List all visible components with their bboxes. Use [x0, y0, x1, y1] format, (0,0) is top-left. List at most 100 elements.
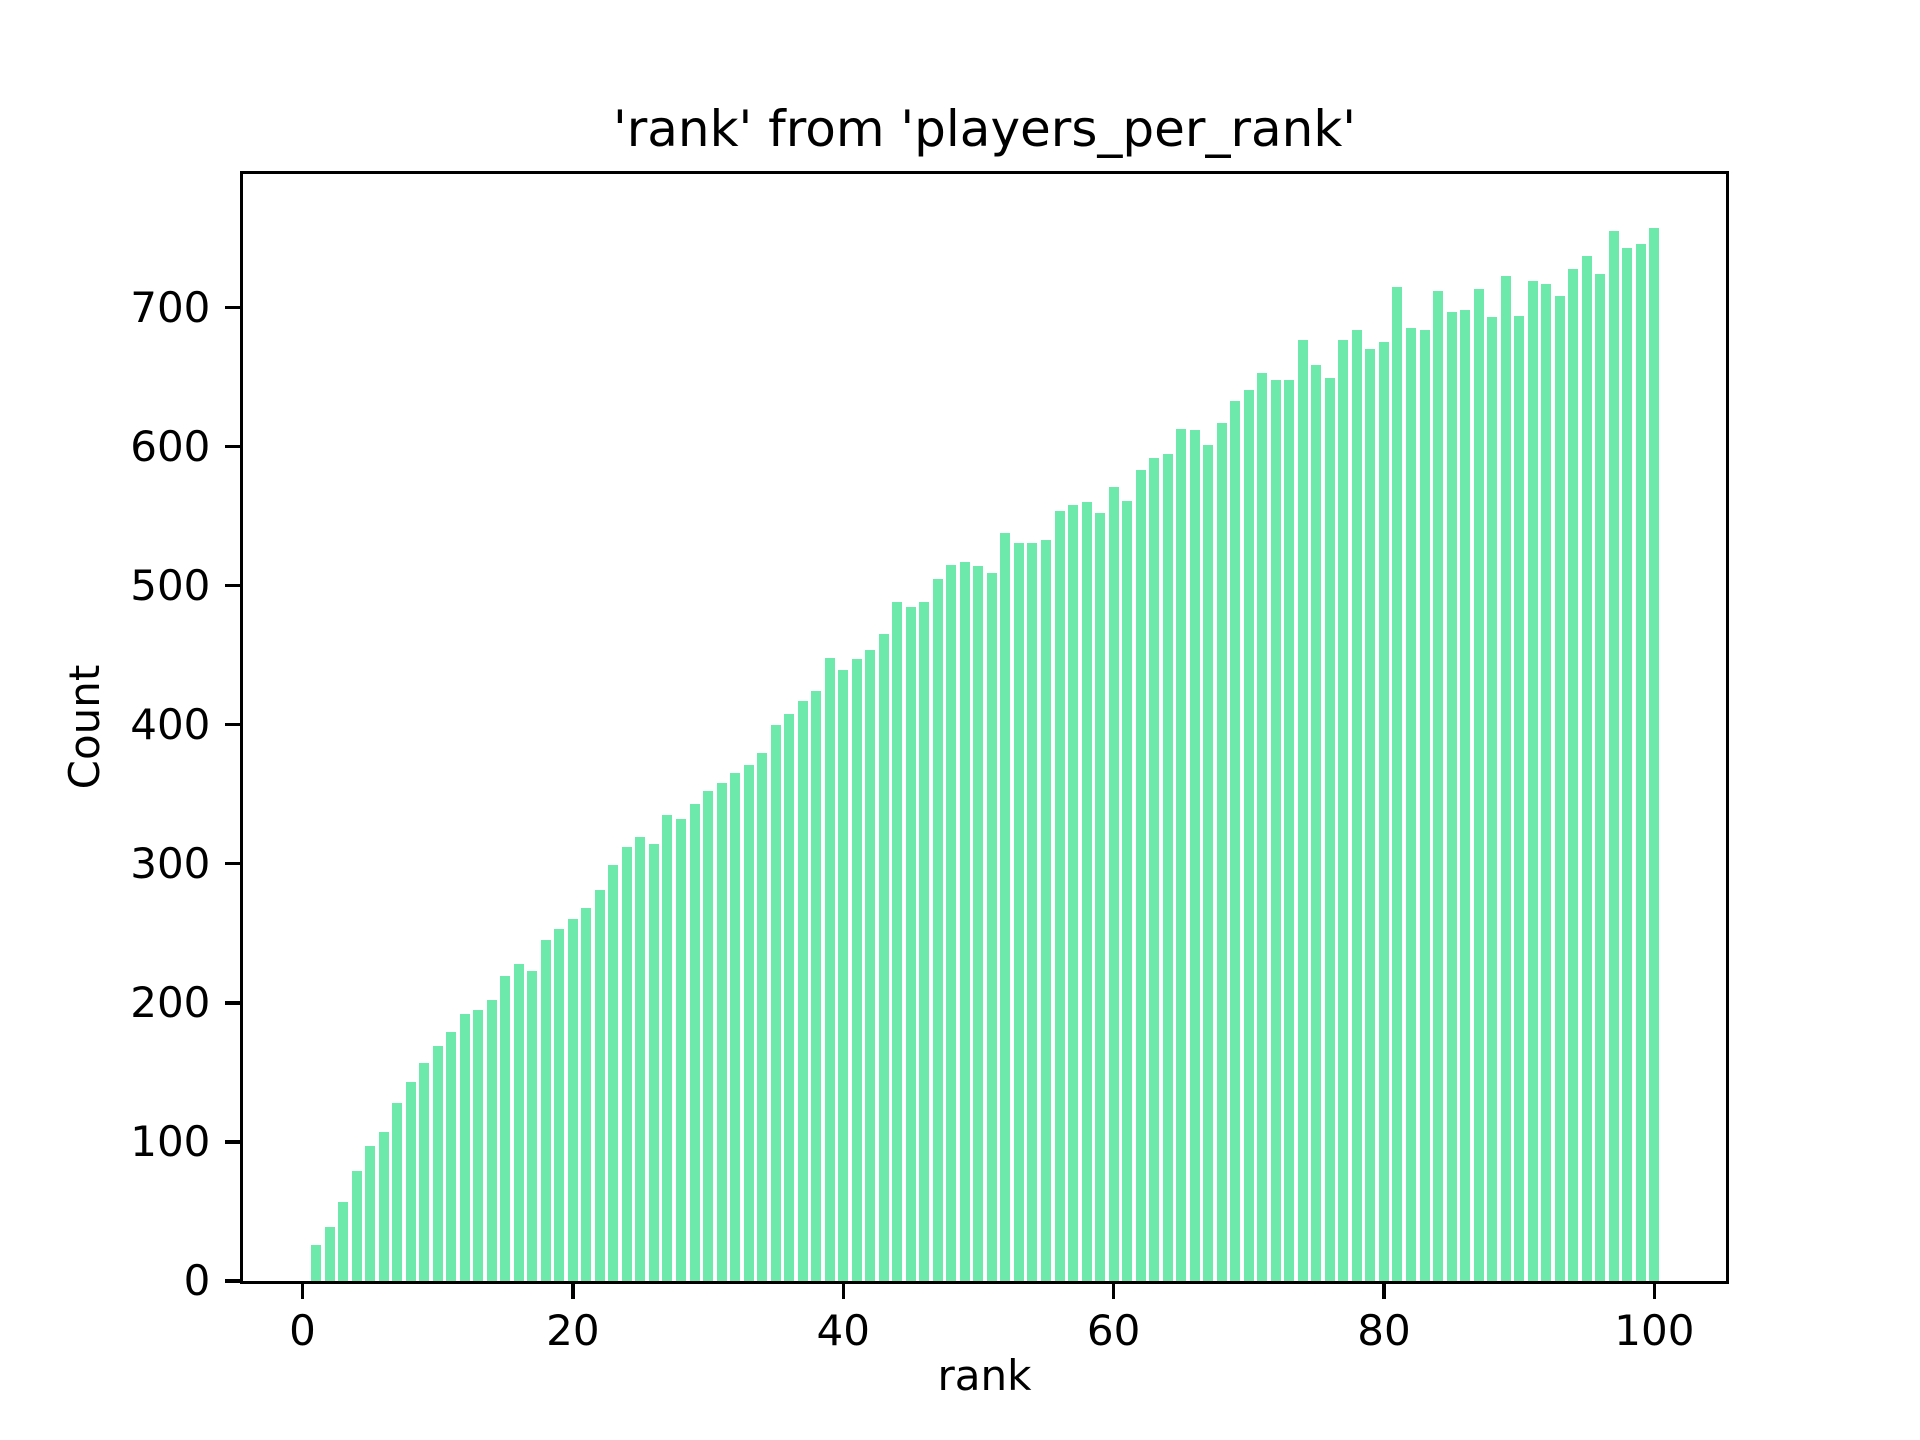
- bar-rank-79: [1365, 349, 1376, 1281]
- bar-rank-43: [878, 634, 889, 1281]
- y-tick-label: 200: [130, 977, 211, 1027]
- bar-rank-2: [324, 1226, 335, 1281]
- bar-rank-95: [1581, 256, 1592, 1281]
- bar-rank-67: [1203, 445, 1214, 1281]
- y-tick: [225, 723, 240, 727]
- chart-title: 'rank' from 'players_per_rank': [612, 100, 1357, 158]
- bar-rank-66: [1189, 429, 1200, 1281]
- x-tick: [300, 1284, 305, 1299]
- bar-rank-22: [594, 890, 605, 1281]
- x-tick: [1652, 1284, 1657, 1299]
- bar-rank-88: [1487, 317, 1498, 1281]
- plot-area: 0 20 40 60 80 100 0 100 200 300 400 500 600 700: [130, 171, 1729, 1351]
- bar-rank-35: [770, 724, 781, 1281]
- bar-rank-34: [757, 752, 768, 1281]
- bar-rank-45: [905, 606, 916, 1281]
- bar-rank-72: [1270, 379, 1281, 1281]
- bar-rank-56: [1054, 510, 1065, 1281]
- bar-rank-14: [486, 1000, 497, 1281]
- x-axis-label: rank: [937, 1351, 1032, 1400]
- x-tick-label: 20: [546, 1305, 600, 1355]
- bar-rank-97: [1608, 231, 1619, 1281]
- bar-rank-100: [1649, 228, 1660, 1281]
- bar-rank-49: [959, 562, 970, 1281]
- y-tick-label: 700: [130, 282, 211, 332]
- bar-rank-18: [540, 940, 551, 1281]
- bar-rank-82: [1406, 328, 1416, 1281]
- bar-rank-37: [797, 701, 808, 1281]
- x-tick-label: 0: [289, 1305, 316, 1355]
- bar-rank-39: [824, 657, 835, 1281]
- bar-rank-61: [1122, 500, 1133, 1281]
- x-tick-label: 40: [816, 1305, 870, 1355]
- bar-rank-48: [946, 564, 957, 1281]
- y-tick: [225, 862, 240, 866]
- bar-rank-84: [1433, 290, 1444, 1281]
- y-tick: [225, 1140, 240, 1144]
- bar-rank-1: [310, 1244, 321, 1281]
- y-axis-label: Count: [60, 664, 109, 790]
- bar-rank-53: [1013, 542, 1024, 1281]
- bar-rank-85: [1446, 311, 1457, 1281]
- x-tick-label: 100: [1614, 1305, 1695, 1355]
- bar-rank-24: [621, 847, 632, 1281]
- bar-rank-62: [1135, 470, 1146, 1281]
- bar-rank-26: [648, 844, 659, 1281]
- bar-rank-80: [1378, 342, 1389, 1281]
- bar-rank-96: [1595, 274, 1606, 1281]
- bar-rank-29: [689, 804, 700, 1281]
- bar-rank-28: [676, 819, 686, 1281]
- bar-rank-38: [811, 691, 822, 1281]
- bar-rank-78: [1351, 329, 1362, 1281]
- bar-rank-50: [973, 566, 984, 1281]
- bar-rank-54: [1027, 542, 1038, 1281]
- y-tick-label: 100: [130, 1116, 211, 1166]
- bar-rank-63: [1149, 457, 1160, 1281]
- bar-rank-58: [1081, 502, 1092, 1281]
- x-tick: [841, 1284, 845, 1299]
- bar-rank-46: [919, 602, 930, 1281]
- y-tick: [225, 1279, 240, 1283]
- bar-rank-86: [1460, 310, 1471, 1281]
- bar-rank-40: [838, 670, 849, 1281]
- bar-rank-52: [1000, 532, 1011, 1281]
- bar-rank-44: [892, 602, 903, 1281]
- bar-rank-3: [338, 1201, 349, 1281]
- x-tick: [1382, 1284, 1386, 1299]
- bar-rank-92: [1541, 283, 1552, 1281]
- y-tick: [225, 305, 240, 310]
- bar-rank-65: [1176, 428, 1187, 1281]
- bar-rank-13: [473, 1009, 484, 1281]
- bar-rank-71: [1257, 372, 1268, 1281]
- bar-rank-77: [1338, 339, 1349, 1281]
- x-tick-label: 80: [1357, 1305, 1411, 1355]
- bar-rank-20: [567, 919, 578, 1281]
- bar-rank-16: [513, 963, 524, 1281]
- bar-rank-27: [662, 815, 673, 1281]
- bar-rank-31: [716, 783, 727, 1281]
- bar-rank-59: [1095, 513, 1106, 1281]
- bar-rank-36: [784, 713, 795, 1281]
- bar-rank-81: [1392, 286, 1403, 1281]
- bar-rank-25: [635, 837, 646, 1281]
- bar-rank-94: [1568, 268, 1579, 1281]
- bar-rank-70: [1243, 389, 1254, 1281]
- bar-rank-93: [1554, 296, 1565, 1281]
- bar-rank-42: [865, 649, 876, 1281]
- y-tick: [225, 583, 240, 588]
- bar-rank-15: [500, 976, 511, 1281]
- bar-rank-23: [608, 865, 619, 1281]
- y-tick-label: 0: [183, 1256, 211, 1305]
- x-tick: [1111, 1284, 1116, 1299]
- bar-rank-11: [446, 1032, 457, 1281]
- bar-rank-75: [1311, 364, 1322, 1281]
- bar-rank-6: [378, 1132, 389, 1281]
- bar-rank-33: [743, 765, 754, 1281]
- y-tick: [225, 444, 240, 449]
- bar-rank-47: [932, 578, 943, 1281]
- bar-rank-83: [1419, 329, 1430, 1281]
- bar-rank-8: [405, 1082, 416, 1281]
- bar-rank-21: [581, 908, 592, 1281]
- y-tick: [225, 1001, 240, 1005]
